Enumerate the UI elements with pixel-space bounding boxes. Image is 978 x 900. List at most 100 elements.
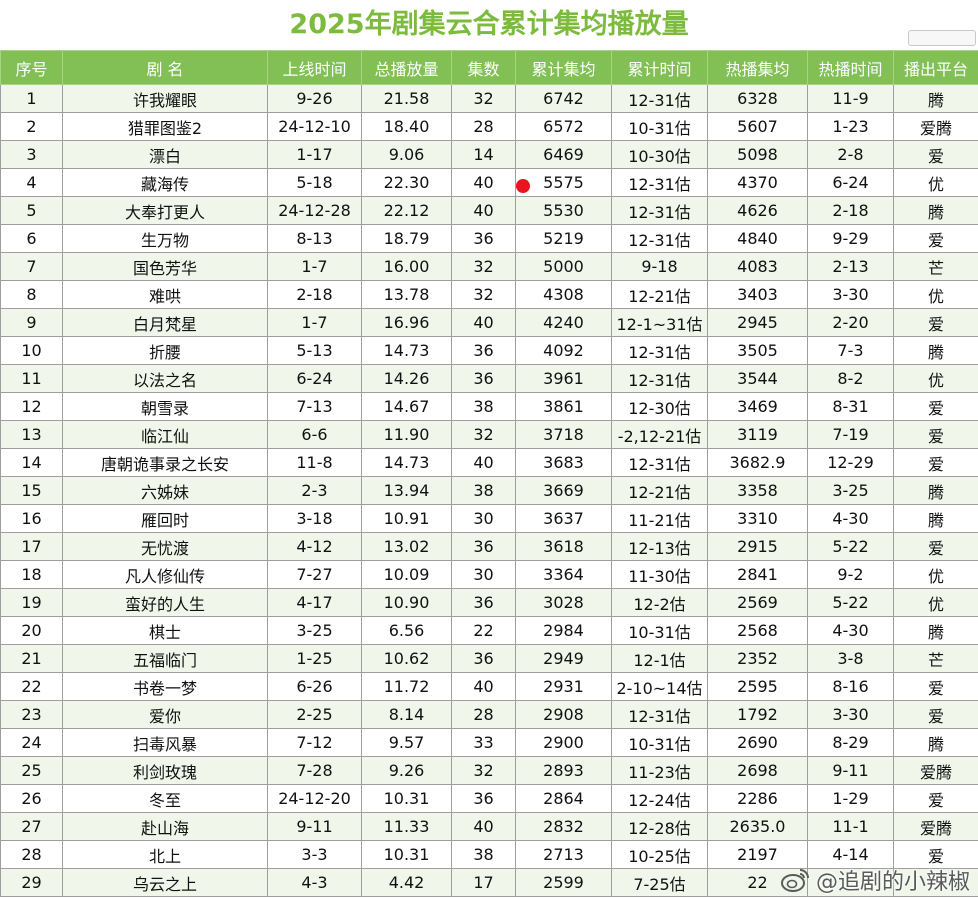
cell-platform: 腾 (893, 196, 978, 225)
cell-drama-name: 唐朝诡事录之长安 (62, 448, 268, 477)
cell-total-views: 9.26 (361, 756, 452, 785)
cell-hot-time: 4-30 (807, 504, 894, 533)
cell-rank: 9 (0, 308, 63, 337)
cell-cumulative-time: 12-31估 (611, 84, 708, 113)
red-marker-dot (516, 179, 530, 193)
cell-drama-name: 国色芳华 (62, 252, 268, 281)
cell-episodes: 32 (451, 252, 516, 281)
cell-cumulative-time: 11-23估 (611, 756, 708, 785)
cell-cumulative-avg: 2832 (515, 812, 612, 841)
cell-rank: 7 (0, 252, 63, 281)
cell-hot-time: 9-29 (807, 224, 894, 253)
cell-rank: 14 (0, 448, 63, 477)
cell-cumulative-avg: 2908 (515, 700, 612, 729)
cell-rank: 26 (0, 784, 63, 813)
cell-total-views: 8.14 (361, 700, 452, 729)
cell-premiere-date: 1-7 (267, 308, 362, 337)
cell-cumulative-avg: 5219 (515, 224, 612, 253)
cell-hot-time: 8-2 (807, 364, 894, 393)
cell-hot-avg: 3403 (707, 280, 808, 309)
header-hot-time[interactable]: 热播时间 (807, 50, 894, 85)
cell-drama-name: 朝雪录 (62, 392, 268, 421)
header-cumulative-time[interactable]: 累计时间 (611, 50, 708, 85)
cell-rank: 20 (0, 616, 63, 645)
cell-episodes: 36 (451, 364, 516, 393)
cell-cumulative-avg: 3961 (515, 364, 612, 393)
cell-platform: 爱腾 (893, 756, 978, 785)
cell-premiere-date: 6-26 (267, 672, 362, 701)
table-row: 14 唐朝诡事录之长安 11-8 14.73 40 3683 12-31估 3682.9 12-… (0, 448, 978, 477)
cell-cumulative-avg: 4240 (515, 308, 612, 337)
table-row: 29 乌云之上 4-3 4.42 17 2599 7-25估 22 (0, 868, 978, 897)
header-rank[interactable]: 序号 (0, 50, 63, 85)
cell-rank: 24 (0, 728, 63, 757)
cell-drama-name: 赴山海 (62, 812, 268, 841)
cell-drama-name: 五福临门 (62, 644, 268, 673)
cell-rank: 19 (0, 588, 63, 617)
cell-hot-avg: 3119 (707, 420, 808, 449)
cell-platform: 爱 (893, 224, 978, 253)
cell-rank: 11 (0, 364, 63, 393)
cell-drama-name: 许我耀眼 (62, 84, 268, 113)
header-total-views[interactable]: 总播放量 (361, 50, 452, 85)
header-platform[interactable]: 播出平台 (893, 50, 978, 85)
cell-cumulative-time: 12-31估 (611, 700, 708, 729)
cell-total-views: 14.73 (361, 336, 452, 365)
cell-drama-name: 以法之名 (62, 364, 268, 393)
cell-hot-avg: 3358 (707, 476, 808, 505)
cell-total-views: 10.91 (361, 504, 452, 533)
cell-drama-name: 北上 (62, 840, 268, 869)
cell-episodes: 38 (451, 392, 516, 421)
header-cumulative-avg[interactable]: 累计集均 (515, 50, 612, 85)
table-row: 2 猎罪图鉴2 24-12-10 18.40 28 6572 10-31估 5607 1-23 爱… (0, 112, 978, 141)
cell-rank: 23 (0, 700, 63, 729)
cell-total-views: 13.02 (361, 532, 452, 561)
cell-hot-avg: 3682.9 (707, 448, 808, 477)
cell-hot-time: 8-29 (807, 728, 894, 757)
cell-cumulative-avg: 6572 (515, 112, 612, 141)
cell-premiere-date: 24-12-28 (267, 196, 362, 225)
cell-cumulative-avg: 3683 (515, 448, 612, 477)
cell-episodes: 32 (451, 420, 516, 449)
table-row: 6 生万物 8-13 18.79 36 5219 12-31估 4840 9-29 爱 (0, 224, 978, 253)
header-drama-name[interactable]: 剧 名 (62, 50, 268, 85)
header-premiere-date[interactable]: 上线时间 (267, 50, 362, 85)
cell-total-views: 18.40 (361, 112, 452, 141)
cell-drama-name: 雁回时 (62, 504, 268, 533)
cell-hot-time: 8-31 (807, 392, 894, 421)
cell-premiere-date: 11-8 (267, 448, 362, 477)
cell-rank: 1 (0, 84, 63, 113)
cell-episodes: 30 (451, 504, 516, 533)
scrollbar-thumb[interactable] (908, 30, 976, 46)
cell-rank: 3 (0, 140, 63, 169)
cell-hot-time: 1-23 (807, 112, 894, 141)
cell-rank: 6 (0, 224, 63, 253)
table-row: 17 无忧渡 4-12 13.02 36 3618 12-13估 2915 5-22 爱 (0, 532, 978, 561)
cell-premiere-date: 3-18 (267, 504, 362, 533)
cell-hot-avg: 3505 (707, 336, 808, 365)
cell-platform: 爱 (893, 392, 978, 421)
cell-cumulative-time: 12-21估 (611, 476, 708, 505)
cell-cumulative-avg: 2984 (515, 616, 612, 645)
cell-hot-time: 8-16 (807, 672, 894, 701)
cell-hot-avg: 2698 (707, 756, 808, 785)
cell-platform: 腾 (893, 728, 978, 757)
table-row: 21 五福临门 1-25 10.62 36 2949 12-1估 2352 3-8 芒 (0, 644, 978, 673)
cell-hot-avg: 2569 (707, 588, 808, 617)
cell-platform: 爱腾 (893, 112, 978, 141)
cell-platform: 爱 (893, 140, 978, 169)
cell-drama-name: 利剑玫瑰 (62, 756, 268, 785)
cell-cumulative-time: 9-18 (611, 252, 708, 281)
cell-episodes: 38 (451, 840, 516, 869)
cell-total-views: 10.31 (361, 840, 452, 869)
cell-cumulative-avg: 3364 (515, 560, 612, 589)
cell-platform: 优 (893, 280, 978, 309)
cell-hot-time: 3-30 (807, 280, 894, 309)
cell-cumulative-time: 11-21估 (611, 504, 708, 533)
header-hot-avg[interactable]: 热播集均 (707, 50, 808, 85)
cell-platform: 腾 (893, 476, 978, 505)
cell-drama-name: 乌云之上 (62, 868, 268, 897)
cell-drama-name: 大奉打更人 (62, 196, 268, 225)
header-episodes[interactable]: 集数 (451, 50, 516, 85)
cell-rank: 25 (0, 756, 63, 785)
